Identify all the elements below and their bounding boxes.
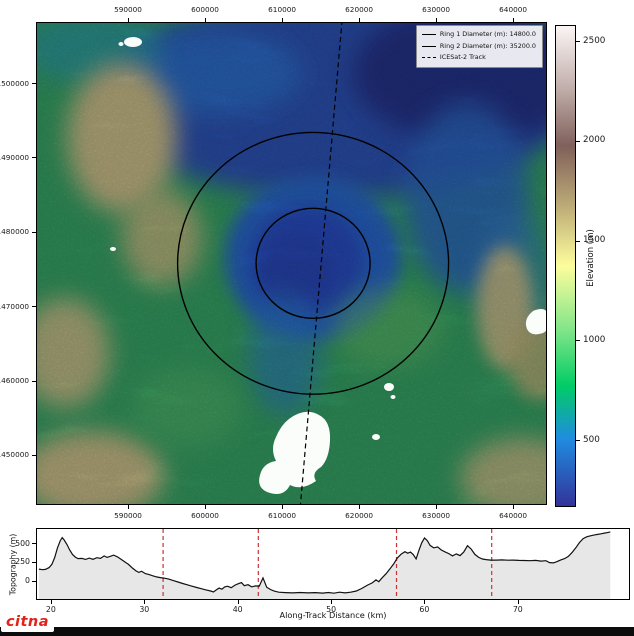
elevation-map[interactable]: Ring 1 Diameter (m): 14800.0 Ring 2 Diame…: [36, 22, 547, 505]
map-xtick-bottom: [205, 505, 206, 509]
colorbar-tick-label: 1500: [583, 235, 606, 246]
legend-item-label: Ring 2 Diameter (m): 35200.0: [439, 41, 536, 50]
ring-1: [255, 207, 371, 320]
profile-xlabel: Along-Track Distance (km): [279, 610, 387, 620]
legend-item: Ring 2 Diameter (m): 35200.0: [421, 41, 536, 53]
map-xtick-label-top: 600000: [191, 5, 219, 14]
colorbar-tick-label: 2500: [583, 35, 606, 46]
map-xtick-label-top: 590000: [114, 5, 142, 14]
footer-bar: [0, 627, 634, 636]
map-xtick-label-bottom: 620000: [345, 511, 374, 520]
lake-polygons: [110, 37, 546, 494]
map-xtick-label-top: 610000: [268, 5, 297, 14]
map-xtick-top: [436, 18, 438, 22]
solid-line-swatch: [421, 34, 436, 36]
profile-ytick: [32, 543, 36, 544]
map-xtick-top: [205, 18, 206, 22]
legend-item: ICESat-2 Track: [421, 52, 536, 64]
colorbar-tick: [576, 340, 580, 342]
map-ytick: [32, 231, 36, 233]
watermark-logo: citna: [1, 614, 54, 632]
profile-xtick: [517, 600, 519, 604]
map-xtick-bottom: [513, 505, 515, 509]
map-ytick: [32, 83, 36, 84]
map-ytick: [32, 306, 36, 308]
dashed-line-swatch: [421, 57, 436, 59]
map-ytick-label: 1450000: [0, 450, 29, 460]
profile-fill-area: [38, 531, 611, 599]
colorbar-label: Elevation (m): [586, 229, 596, 287]
map-legend: Ring 1 Diameter (m): 14800.0 Ring 2 Diame…: [415, 25, 543, 68]
ring-2: [176, 131, 450, 395]
profile-ytick-label: 500: [15, 538, 30, 548]
map-xtick-bottom: [128, 505, 129, 509]
icesat2-track-line: [299, 23, 343, 504]
map-xtick-label-bottom: 600000: [191, 511, 219, 520]
map-ytick: [32, 454, 36, 456]
map-xtick-top: [359, 18, 361, 22]
map-xtick-label-bottom: 640000: [499, 511, 528, 520]
profile-xtick: [144, 600, 146, 604]
map-ytick: [32, 157, 36, 159]
map-ytick-label: 1460000: [0, 376, 29, 385]
map-xtick-label-bottom: 630000: [422, 511, 451, 520]
map-xtick-label-top: 620000: [345, 5, 374, 14]
map-ytick: [32, 380, 36, 382]
map-xtick-label-top: 640000: [499, 5, 528, 14]
map-xtick-bottom: [359, 505, 361, 509]
topography-profile[interactable]: [36, 528, 630, 600]
profile-xtick-label: 50: [326, 605, 337, 614]
profile-xtick: [237, 600, 239, 604]
map-xtick-bottom: [282, 505, 284, 509]
profile-xtick: [331, 600, 333, 604]
colorbar-tick-label: 2000: [583, 135, 606, 146]
profile-ytick: [32, 580, 36, 582]
solid-line-swatch: [421, 45, 436, 47]
map-ytick-label: 1500000: [0, 78, 29, 88]
elevation-colorbar: [555, 25, 576, 507]
map-xtick-top: [282, 18, 284, 22]
colorbar-tick: [576, 440, 580, 442]
legend-item-label: Ring 1 Diameter (m): 14800.0: [439, 30, 536, 38]
colorbar-tick-label: 1000: [583, 334, 606, 345]
colorbar-tick: [576, 140, 580, 142]
profile-ytick-label: 0: [25, 576, 30, 585]
map-xtick-label-bottom: 590000: [114, 511, 142, 520]
profile-xtick-label: 40: [232, 605, 243, 614]
profile-xtick-label: 20: [45, 605, 56, 614]
legend-item-label: ICESat-2 Track: [439, 53, 486, 62]
terrain-raster: [37, 23, 546, 504]
profile-ytick: [32, 561, 36, 563]
topography-line: [38, 531, 611, 594]
map-xtick-label-top: 630000: [422, 5, 451, 14]
map-ytick-label: 1470000: [0, 301, 29, 311]
profile-xtick-label: 70: [512, 605, 523, 614]
profile-xtick: [424, 600, 426, 604]
map-xtick-label-bottom: 610000: [268, 511, 297, 520]
legend-item: Ring 1 Diameter (m): 14800.0: [421, 29, 536, 41]
colorbar-tick: [576, 41, 580, 42]
profile-xtick: [50, 600, 52, 604]
colorbar-tick: [576, 240, 580, 242]
map-xtick-bottom: [436, 505, 438, 509]
profile-ytick-label: 250: [15, 557, 30, 567]
map-ytick-label: 1490000: [0, 152, 29, 162]
profile-xtick-label: 60: [419, 605, 430, 614]
profile-xtick-label: 30: [139, 605, 150, 614]
colorbar-tick-label: 500: [583, 434, 600, 445]
map-xtick-top: [513, 18, 515, 22]
map-xtick-top: [128, 18, 129, 22]
rings-and-track: [176, 23, 450, 504]
map-ytick-label: 1480000: [0, 227, 29, 237]
